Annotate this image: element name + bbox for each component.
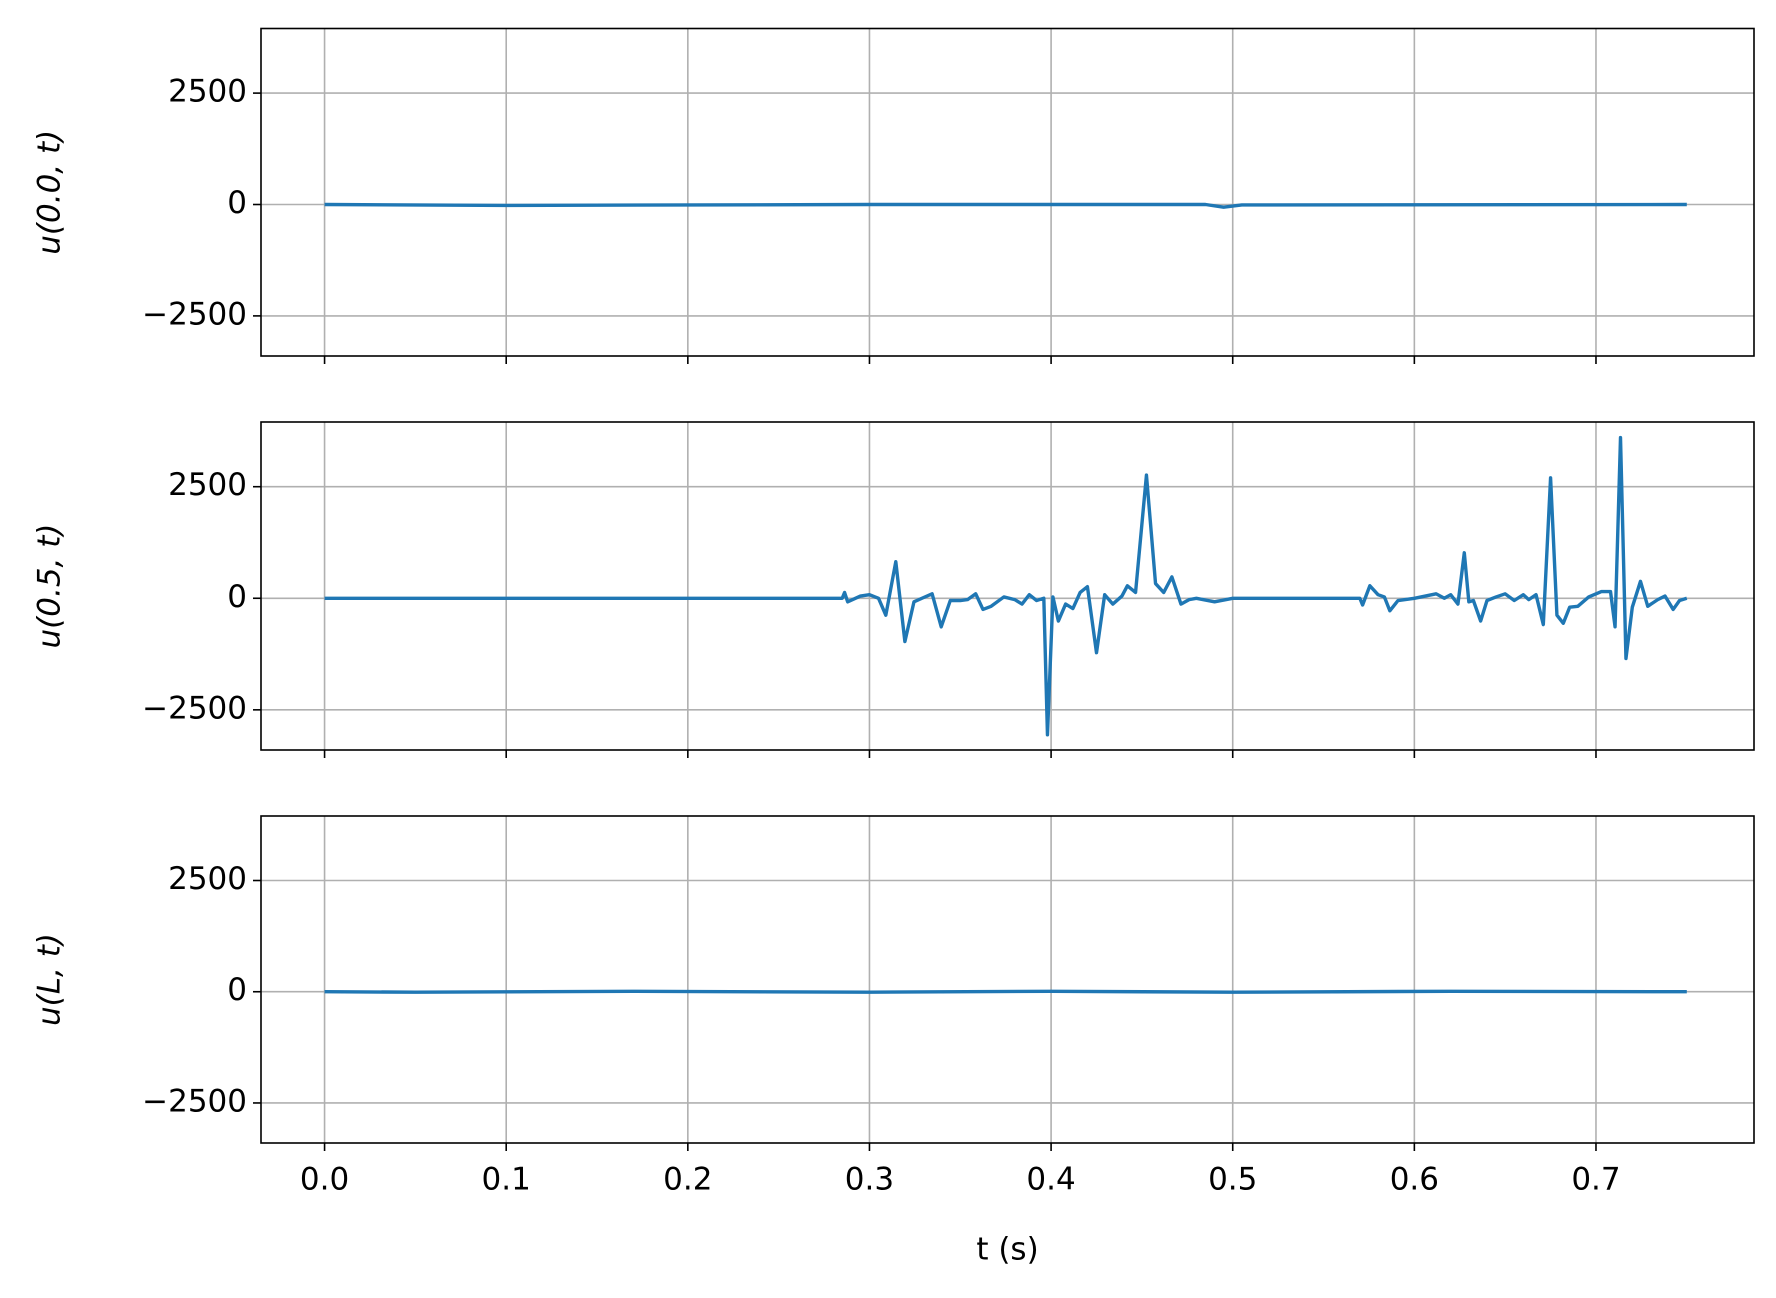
y-tick-label: −2500: [142, 690, 247, 726]
x-tick-label: 0.6: [1390, 1162, 1439, 1198]
y-axis-label: u(L, t): [32, 933, 68, 1026]
axes-frame: [260, 27, 1755, 357]
y-axis-label: u(0.0, t): [32, 130, 68, 255]
y-tick-label: −2500: [142, 1083, 247, 1119]
x-tick-label: 0.0: [300, 1162, 349, 1198]
y-tick-label: 2500: [168, 467, 247, 503]
data-line: [324, 989, 1687, 994]
data-line: [324, 202, 1687, 209]
x-tick-label: 0.3: [845, 1162, 894, 1198]
x-tick-label: 0.1: [482, 1162, 531, 1198]
data-line: [324, 435, 1688, 737]
y-tick-label: 2500: [168, 74, 247, 110]
x-tick-label: 0.2: [663, 1162, 712, 1198]
y-tick-label: 0: [227, 972, 247, 1008]
axes-frame: [260, 421, 1755, 751]
x-axis-label: t (s): [976, 1232, 1038, 1268]
axes-frame: [260, 815, 1755, 1144]
x-tick-label: 0.5: [1208, 1162, 1257, 1198]
y-tick-label: 0: [227, 579, 247, 615]
y-tick-label: 0: [227, 185, 247, 221]
y-axis-label: u(0.5, t): [32, 524, 68, 649]
y-tick-label: 2500: [168, 861, 247, 897]
x-tick-label: 0.7: [1571, 1162, 1620, 1198]
x-tick-label: 0.4: [1026, 1162, 1075, 1198]
y-tick-label: −2500: [142, 296, 247, 332]
